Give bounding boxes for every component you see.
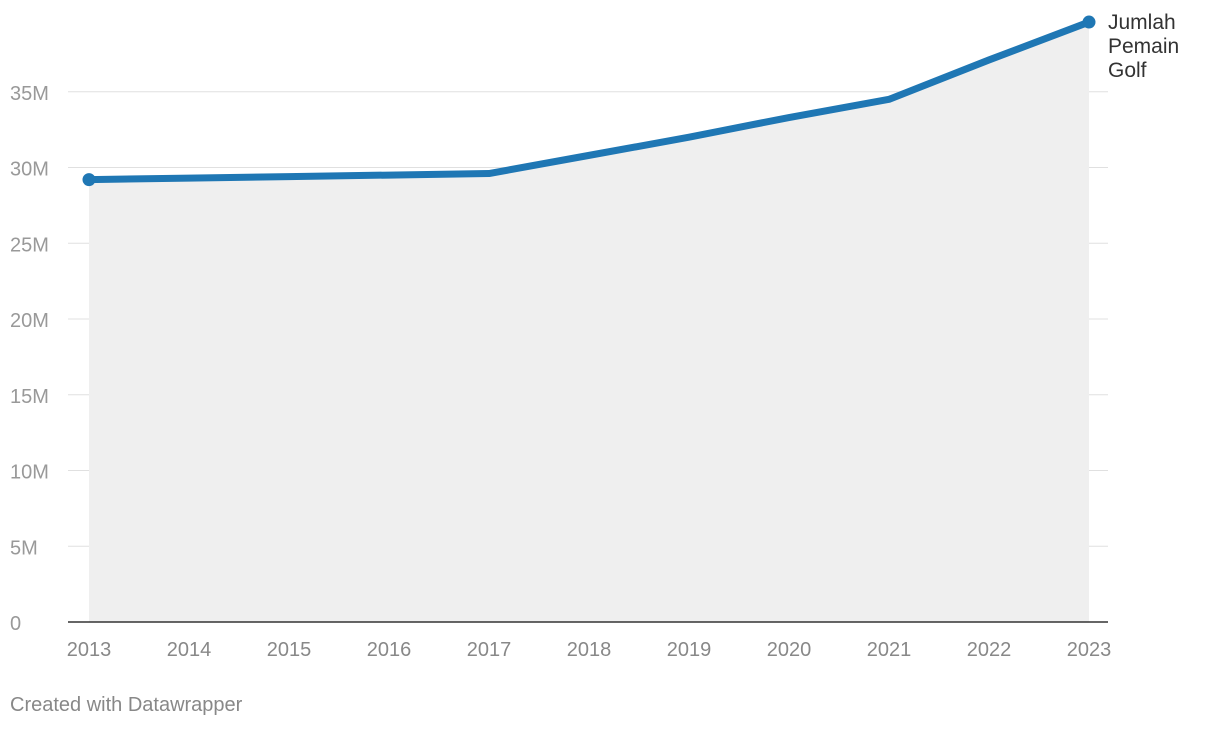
series-line-layer	[82, 15, 1096, 187]
x-tick-label: 2015	[267, 639, 312, 661]
y-tick-label: 25M	[10, 234, 49, 256]
series-label: Jumlah	[1108, 11, 1176, 34]
x-tick-label: 2013	[67, 639, 112, 661]
x-tick-label: 2014	[167, 639, 212, 661]
x-tick-label: 2023	[1067, 639, 1112, 661]
y-tick-label: 5M	[10, 537, 38, 559]
series-label: Pemain	[1108, 35, 1179, 58]
y-tick-label: 10M	[10, 462, 49, 484]
y-tick-label: 35M	[10, 83, 49, 105]
x-tick-label: 2017	[467, 639, 512, 661]
x-tick-label: 2020	[767, 639, 812, 661]
x-tick-label: 2021	[867, 639, 912, 661]
x-tick-label: 2019	[667, 639, 712, 661]
x-tick-label: 2022	[967, 639, 1012, 661]
x-tick-label: 2016	[367, 639, 412, 661]
series-line	[85, 18, 1093, 184]
y-tick-label: 0	[10, 613, 21, 635]
series-end-point	[1082, 15, 1096, 29]
x-tick-label: 2018	[567, 639, 612, 661]
footer-credit: Created with Datawrapper	[10, 694, 243, 716]
x-axis-ticks: 2013 2014 2015 2016 2017 2018 2019 2020 2021 2022…	[67, 639, 1112, 661]
area-fill-layer	[89, 22, 1089, 623]
y-tick-label: 15M	[10, 386, 49, 408]
y-tick-label: 30M	[10, 159, 49, 181]
y-axis-ticks: 0 5M 10M 15M 20M 25M 30M 35M	[10, 83, 49, 635]
series-area-fill	[89, 22, 1089, 623]
series-start-point	[82, 173, 96, 187]
y-tick-label: 20M	[10, 310, 49, 332]
series-label: Golf	[1108, 59, 1147, 82]
